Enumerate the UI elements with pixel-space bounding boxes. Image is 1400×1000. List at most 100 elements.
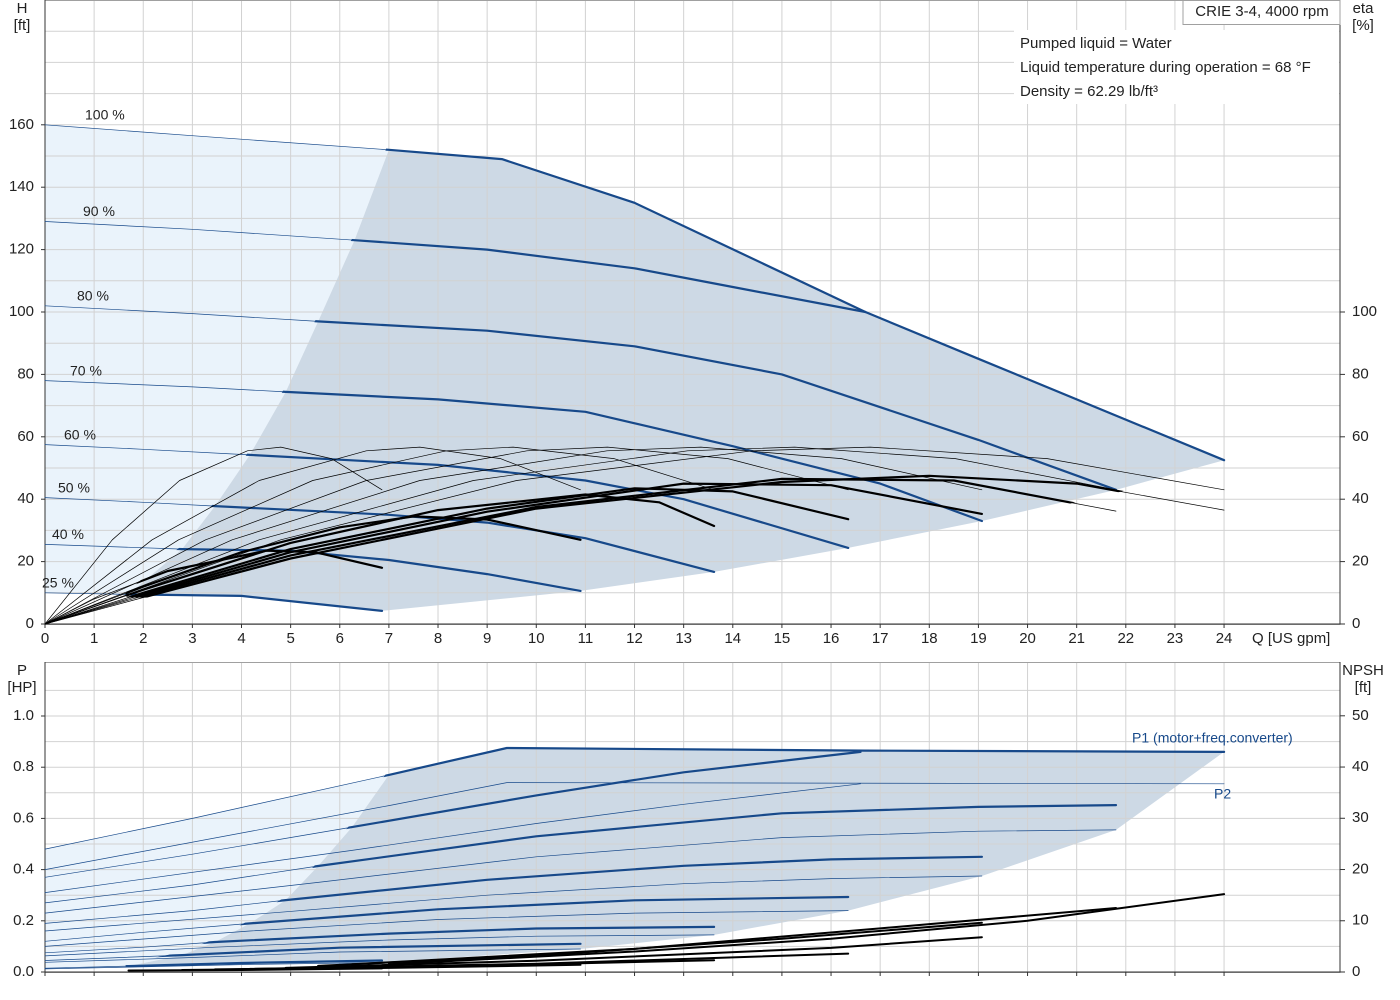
y-tick-label: 0.8 <box>13 758 34 775</box>
curve <box>317 921 983 967</box>
y-tick-label: 40 <box>17 490 34 507</box>
y2-tick-label: 50 <box>1352 707 1369 724</box>
curve-thin <box>44 446 983 625</box>
y-tick-label: 0.0 <box>13 963 34 980</box>
curve-thick <box>43 543 582 592</box>
curve-thin <box>44 934 715 957</box>
curve-label: 90 % <box>83 203 115 219</box>
curve-thin <box>44 782 1225 870</box>
x-tick-label: 0 <box>41 630 49 647</box>
curve-thin <box>44 948 581 963</box>
curve-label: 70 % <box>70 362 102 378</box>
x-tick-label: 17 <box>872 630 889 647</box>
curve <box>127 967 383 972</box>
curve-thick <box>43 855 983 925</box>
curve-thin <box>44 446 849 625</box>
x-tick-label: 13 <box>675 630 692 647</box>
curve-thick <box>43 942 582 962</box>
y2-axis-label: eta <box>1353 0 1375 17</box>
x-tick-label: 8 <box>434 630 442 647</box>
x-tick-label: 12 <box>626 630 643 647</box>
y2-tick-label: 60 <box>1352 428 1369 445</box>
curve-thick <box>43 220 867 314</box>
x-tick-label: 6 <box>336 630 344 647</box>
y-axis-label: P <box>17 662 27 679</box>
curve-thin <box>44 446 1225 625</box>
curve-thick <box>43 959 384 970</box>
y-tick-label: 0.2 <box>13 912 34 929</box>
curve-thick <box>43 804 1118 904</box>
y2-tick-label: 40 <box>1352 758 1369 775</box>
y-tick-label: 160 <box>9 116 34 133</box>
y2-axis-label: NPSH <box>1342 662 1384 679</box>
x-tick-label: 1 <box>90 630 98 647</box>
x-tick-label: 14 <box>724 630 741 647</box>
curve-thin <box>44 910 849 947</box>
curve-thick <box>43 925 716 954</box>
range-extension <box>45 124 389 595</box>
curve <box>387 893 1226 966</box>
range-extension <box>45 774 389 969</box>
x-tick-label: 18 <box>921 630 938 647</box>
y2-tick-label: 20 <box>1352 553 1369 570</box>
x-tick-label: 16 <box>823 630 840 647</box>
y-tick-label: 120 <box>9 241 34 258</box>
curve-label: 80 % <box>77 287 109 303</box>
curve-thin <box>44 829 1117 914</box>
y-axis-unit: [HP] <box>7 679 36 696</box>
x-tick-label: 7 <box>385 630 393 647</box>
x-tick-label: 22 <box>1117 630 1134 647</box>
y-axis-unit: [ft] <box>14 17 31 34</box>
y2-tick-label: 100 <box>1352 303 1377 320</box>
curve <box>351 907 1117 966</box>
curve-thick <box>43 746 1226 851</box>
x-tick-label: 3 <box>188 630 196 647</box>
curve-thin <box>44 783 861 893</box>
y-tick-label: 1.0 <box>13 707 34 724</box>
curve-thin <box>44 446 581 625</box>
curve-thick <box>43 549 384 626</box>
curve-thick <box>43 304 1118 491</box>
y2-tick-label: 0 <box>1352 963 1360 980</box>
curve-thick <box>43 496 716 573</box>
y-tick-label: 140 <box>9 178 34 195</box>
x-tick-label: 24 <box>1216 630 1233 647</box>
y-tick-label: 80 <box>17 365 34 382</box>
y2-tick-label: 10 <box>1352 912 1369 929</box>
y2-tick-label: 20 <box>1352 860 1369 877</box>
chart-title: CRIE 3-4, 4000 rpm <box>1195 3 1328 20</box>
operating-range <box>128 149 1225 611</box>
x-tick-label: 11 <box>578 630 594 647</box>
y-tick-label: 100 <box>9 303 34 320</box>
y2-tick-label: 80 <box>1352 365 1369 382</box>
curve-thick <box>43 493 716 626</box>
x-axis-label: Q [US gpm] <box>1252 630 1330 647</box>
x-tick-label: 19 <box>970 630 987 647</box>
x-tick-label: 9 <box>483 630 491 647</box>
curve-label: 60 % <box>64 426 96 442</box>
title-box <box>1182 0 1341 25</box>
curve-thin <box>44 962 383 970</box>
curve-thick <box>43 477 1118 626</box>
y2-axis-unit: [%] <box>1352 17 1374 34</box>
notes-box <box>1014 30 1339 104</box>
curve-thick <box>43 474 1226 626</box>
y-tick-label: 0 <box>26 615 34 632</box>
y-axis-label: H <box>17 0 28 17</box>
y2-tick-label: 30 <box>1352 809 1369 826</box>
curve-thin <box>44 446 1117 625</box>
x-tick-label: 20 <box>1019 630 1036 647</box>
x-tick-label: 5 <box>286 630 294 647</box>
curve-thick <box>43 515 582 626</box>
x-tick-label: 23 <box>1167 630 1184 647</box>
curve-label: P1 (motor+freq.converter) <box>1132 730 1293 746</box>
curve-thick <box>43 443 850 549</box>
x-tick-label: 4 <box>237 630 245 647</box>
y-tick-label: 60 <box>17 428 34 445</box>
curve-label: 25 % <box>42 575 74 591</box>
curve-thick <box>43 750 862 879</box>
curve-thick <box>43 379 983 523</box>
curve-label: 40 % <box>52 526 84 542</box>
y2-tick-label: 0 <box>1352 615 1360 632</box>
